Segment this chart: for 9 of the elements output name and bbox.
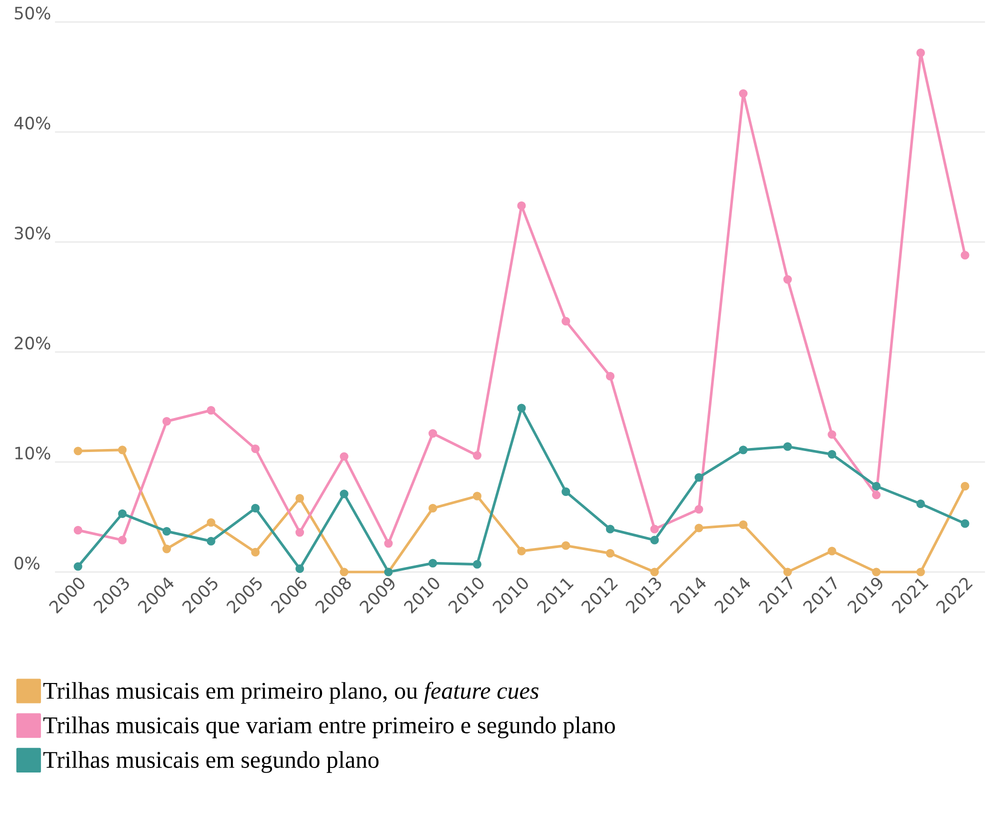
y-tick-label: 50% — [14, 6, 50, 20]
legend-label: Trilhas musicais em segundo plano — [43, 751, 379, 773]
y-tick-label: 10% — [15, 446, 50, 460]
y-tick-label: 20% — [14, 336, 50, 350]
legend-label: Trilhas musicais que variam entre primeiro e segundo plano — [43, 716, 615, 738]
y-tick-label: 0% — [14, 556, 40, 570]
y-tick-label: 40% — [14, 116, 50, 130]
y-tick-label: 30% — [14, 226, 50, 240]
legend-label: Trilhas musicais em primeiro plano, ou feature cues — [43, 682, 538, 704]
